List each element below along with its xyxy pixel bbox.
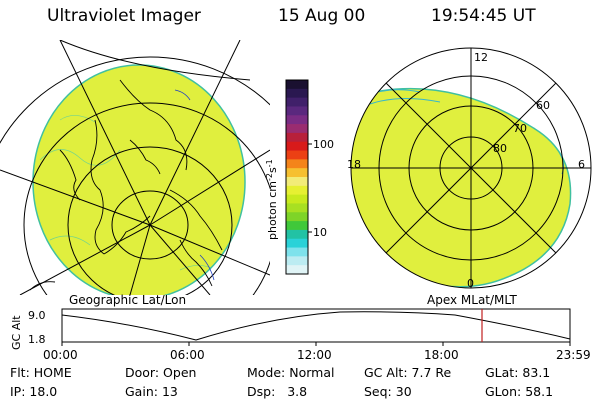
magnetic-polar-plot: 12 18 6 0 60 70 80 xyxy=(347,47,592,290)
mlt-label-18: 18 xyxy=(347,158,361,171)
mlt-label-0: 0 xyxy=(467,277,474,290)
svg-text:photon cm-2s-1: photon cm-2s-1 xyxy=(265,159,279,240)
colorbar-swatch xyxy=(286,88,308,99)
colorbar-swatch xyxy=(286,106,308,116)
glat-field: GLat: 83.1 xyxy=(485,365,551,380)
orbit-altitude-timeline: GC Alt 9.0 1.8 00:00 06:00 12:00 18:00 2… xyxy=(10,308,591,362)
flt-field: Flt: HOME xyxy=(10,365,72,380)
geographic-caption: Geographic Lat/Lon xyxy=(69,293,187,307)
colorbar-tick-10: 10 xyxy=(313,226,327,239)
colorbar-swatch xyxy=(286,132,308,143)
date-label: 15 Aug 00 xyxy=(278,6,366,26)
mode-field: Mode: Normal xyxy=(247,365,335,380)
time-label: 19:54:45 UT xyxy=(431,6,536,26)
colorbar-swatch xyxy=(286,185,308,196)
door-field: Door: Open xyxy=(125,365,197,380)
colorbar-swatch xyxy=(286,256,308,266)
mlat-label-70: 70 xyxy=(513,122,527,135)
colorbar-swatch xyxy=(286,159,308,169)
colorbar-swatch xyxy=(286,229,308,240)
gcalt-field: GC Alt: 7.7 Re xyxy=(364,365,452,380)
colorbar-swatch xyxy=(286,124,308,134)
colorbar-swatch xyxy=(286,247,308,257)
colorbar-tick-100: 100 xyxy=(313,138,334,151)
altitude-trace xyxy=(61,311,571,341)
colorbar-swatch xyxy=(286,265,308,275)
colorbar-swatch xyxy=(286,97,308,107)
gc-alt-tick-low: 1.8 xyxy=(28,333,46,346)
aurora-image-left xyxy=(32,64,246,295)
mlat-label-60: 60 xyxy=(536,99,550,112)
time-tick-0000: 00:00 xyxy=(43,348,78,362)
colorbar-swatch xyxy=(286,194,308,204)
aurora-image-right xyxy=(351,87,572,288)
colorbar-swatch xyxy=(286,168,308,178)
glon-field: GLon: 58.1 xyxy=(485,384,554,399)
dsp-field: Dsp: 3.8 xyxy=(247,384,308,399)
colorbar-swatch xyxy=(286,212,308,222)
mlt-label-12: 12 xyxy=(474,51,488,64)
mlt-label-6: 6 xyxy=(578,158,585,171)
time-tick-0600: 06:00 xyxy=(170,348,205,362)
time-tick-2359: 23:59 xyxy=(556,348,591,362)
colorbar-swatch xyxy=(286,238,308,249)
colorbar-swatch xyxy=(286,115,308,125)
mlat-label-80: 80 xyxy=(493,142,507,155)
gc-alt-axis-label: GC Alt xyxy=(10,315,23,350)
gc-alt-tick-high: 9.0 xyxy=(28,309,46,322)
geographic-map xyxy=(0,40,270,295)
colorbar: 100 10 xyxy=(285,79,334,275)
colorbar-unit-label: photon cm-2s-1 xyxy=(265,159,279,240)
colorbar-swatch xyxy=(286,177,308,187)
ip-field: IP: 18.0 xyxy=(10,384,58,399)
colorbar-swatch xyxy=(286,150,308,160)
gain-field: Gain: 13 xyxy=(125,384,178,399)
instrument-title: Ultraviolet Imager xyxy=(47,6,201,26)
colorbar-swatch xyxy=(286,80,308,90)
colorbar-swatch xyxy=(286,221,308,231)
colorbar-swatch xyxy=(286,141,308,152)
time-tick-1200: 12:00 xyxy=(297,348,332,362)
time-tick-1800: 18:00 xyxy=(424,348,459,362)
seq-field: Seq: 30 xyxy=(364,384,412,399)
apex-caption: Apex MLat/MLT xyxy=(427,293,517,307)
colorbar-swatch xyxy=(286,203,308,213)
